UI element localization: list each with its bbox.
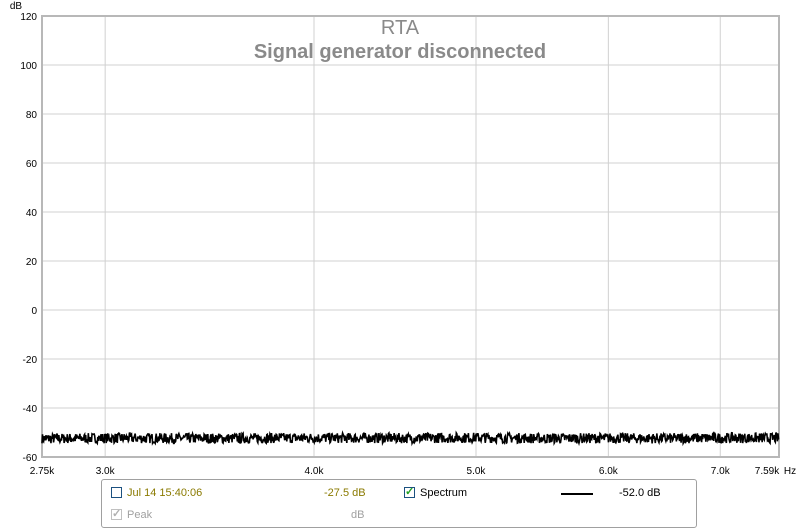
x-tick-label: 3.0k [96,466,116,477]
spectrum-line-swatch [561,493,593,495]
legend-row-measurement: Jul 14 15:40:06 -27.5 dB Spectrum -52.0 … [102,485,696,503]
x-tick-label: 2.75k [30,466,55,477]
measurement-label: Jul 14 15:40:06 [127,487,203,499]
x-tick-label: 6.0k [599,466,619,477]
measurement-level: -27.5 dB [324,487,366,499]
spectrum-label: Spectrum [420,487,468,499]
y-axis-label: dB [10,1,23,12]
grid-lines [42,16,779,457]
peak-checkbox[interactable] [111,507,122,520]
y-tick-label: 80 [26,110,38,121]
y-tick-label: 100 [20,61,37,72]
chart-title: RTA [381,17,420,39]
x-tick-label: 5.0k [467,466,487,477]
x-tick-labels: 2.75k 3.0k 4.0k 5.0k 6.0k 7.0k 7.59k [30,466,780,477]
x-axis-unit: Hz [784,466,796,477]
peak-label: Peak [127,509,153,521]
plot-area[interactable] [41,15,780,458]
measurement-checkbox[interactable] [111,487,122,498]
y-tick-label: 0 [31,306,37,317]
y-tick-label: 60 [26,159,38,170]
x-tick-label: 7.59k [755,466,780,477]
x-tick-label: 4.0k [305,466,325,477]
y-tick-label: 20 [26,257,38,268]
spectrum-checkbox[interactable] [404,485,415,498]
x-tick-label: 7.0k [711,466,731,477]
spectrum-trace [41,430,780,447]
peak-unit: dB [351,509,365,521]
y-tick-label: -40 [23,404,38,415]
y-tick-label: -60 [23,453,38,464]
y-tick-label: 40 [26,208,38,219]
series-layer [41,430,780,447]
spectrum-value: -52.0 dB [619,487,661,499]
chart-subtitle: Signal generator disconnected [254,41,546,63]
y-tick-label: 120 [20,12,37,23]
legend-row-peak: Peak dB [102,507,696,525]
y-tick-labels: 120 100 80 60 40 20 0 -20 -40 -60 [20,12,37,464]
legend-panel: Jul 14 15:40:06 -27.5 dB Spectrum -52.0 … [101,479,697,528]
y-tick-label: -20 [23,355,38,366]
